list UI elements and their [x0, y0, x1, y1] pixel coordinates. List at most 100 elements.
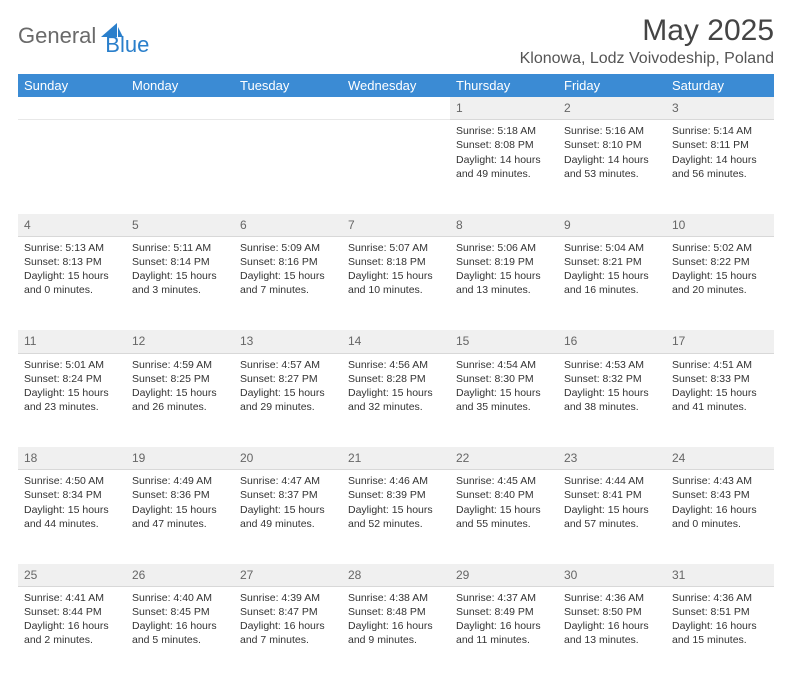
sunrise-line: Sunrise: 4:38 AM	[348, 591, 444, 605]
day-content-cell: Sunrise: 4:56 AMSunset: 8:28 PMDaylight:…	[342, 353, 450, 447]
daylight-line: Daylight: 15 hours and 35 minutes.	[456, 386, 552, 414]
day-number-cell: 18	[18, 447, 126, 470]
weekday-header: Sunday	[18, 74, 126, 97]
day-number-cell: 5	[126, 214, 234, 237]
sunset-line: Sunset: 8:43 PM	[672, 488, 768, 502]
weekday-header: Monday	[126, 74, 234, 97]
sunrise-line: Sunrise: 4:50 AM	[24, 474, 120, 488]
day-content-cell	[342, 120, 450, 214]
sunrise-line: Sunrise: 4:57 AM	[240, 358, 336, 372]
sunrise-line: Sunrise: 4:47 AM	[240, 474, 336, 488]
sunrise-line: Sunrise: 4:59 AM	[132, 358, 228, 372]
logo: General Blue	[18, 14, 149, 58]
sunrise-line: Sunrise: 5:04 AM	[564, 241, 660, 255]
day-number-cell: 1	[450, 97, 558, 120]
daynum-row: 11121314151617	[18, 330, 774, 353]
day-content-cell: Sunrise: 4:43 AMSunset: 8:43 PMDaylight:…	[666, 470, 774, 564]
daylight-line: Daylight: 14 hours and 56 minutes.	[672, 153, 768, 181]
sunrise-line: Sunrise: 4:43 AM	[672, 474, 768, 488]
day-number-cell	[342, 97, 450, 120]
sunrise-line: Sunrise: 4:45 AM	[456, 474, 552, 488]
day-number-cell: 31	[666, 564, 774, 587]
daynum-row: 45678910	[18, 214, 774, 237]
daylight-line: Daylight: 15 hours and 0 minutes.	[24, 269, 120, 297]
sunset-line: Sunset: 8:37 PM	[240, 488, 336, 502]
day-content-cell: Sunrise: 5:14 AMSunset: 8:11 PMDaylight:…	[666, 120, 774, 214]
daylight-line: Daylight: 15 hours and 32 minutes.	[348, 386, 444, 414]
daylight-line: Daylight: 15 hours and 49 minutes.	[240, 503, 336, 531]
daylight-line: Daylight: 15 hours and 29 minutes.	[240, 386, 336, 414]
daynum-row: 123	[18, 97, 774, 120]
day-number-cell: 19	[126, 447, 234, 470]
day-number-cell: 7	[342, 214, 450, 237]
sunset-line: Sunset: 8:50 PM	[564, 605, 660, 619]
weekday-header: Friday	[558, 74, 666, 97]
sunset-line: Sunset: 8:40 PM	[456, 488, 552, 502]
sunrise-line: Sunrise: 4:37 AM	[456, 591, 552, 605]
sunset-line: Sunset: 8:19 PM	[456, 255, 552, 269]
sunset-line: Sunset: 8:16 PM	[240, 255, 336, 269]
day-content-cell: Sunrise: 4:41 AMSunset: 8:44 PMDaylight:…	[18, 586, 126, 680]
sunset-line: Sunset: 8:08 PM	[456, 138, 552, 152]
daylight-line: Daylight: 16 hours and 11 minutes.	[456, 619, 552, 647]
sunset-line: Sunset: 8:10 PM	[564, 138, 660, 152]
daylight-line: Daylight: 15 hours and 38 minutes.	[564, 386, 660, 414]
sunrise-line: Sunrise: 4:53 AM	[564, 358, 660, 372]
day-content-cell	[234, 120, 342, 214]
day-number-cell: 25	[18, 564, 126, 587]
day-number-cell: 30	[558, 564, 666, 587]
day-number-cell	[234, 97, 342, 120]
sunset-line: Sunset: 8:14 PM	[132, 255, 228, 269]
daylight-line: Daylight: 15 hours and 13 minutes.	[456, 269, 552, 297]
daylight-line: Daylight: 15 hours and 16 minutes.	[564, 269, 660, 297]
daylight-line: Daylight: 15 hours and 41 minutes.	[672, 386, 768, 414]
daylight-line: Daylight: 15 hours and 52 minutes.	[348, 503, 444, 531]
daylight-line: Daylight: 16 hours and 0 minutes.	[672, 503, 768, 531]
day-content-cell: Sunrise: 4:53 AMSunset: 8:32 PMDaylight:…	[558, 353, 666, 447]
weekday-header: Tuesday	[234, 74, 342, 97]
sunset-line: Sunset: 8:11 PM	[672, 138, 768, 152]
sunset-line: Sunset: 8:41 PM	[564, 488, 660, 502]
day-content-cell	[18, 120, 126, 214]
day-number-cell: 12	[126, 330, 234, 353]
sunset-line: Sunset: 8:32 PM	[564, 372, 660, 386]
daylight-line: Daylight: 16 hours and 13 minutes.	[564, 619, 660, 647]
day-number-cell: 13	[234, 330, 342, 353]
sunrise-line: Sunrise: 5:14 AM	[672, 124, 768, 138]
day-number-cell: 16	[558, 330, 666, 353]
day-content-cell: Sunrise: 5:04 AMSunset: 8:21 PMDaylight:…	[558, 236, 666, 330]
day-number-cell: 11	[18, 330, 126, 353]
sunrise-line: Sunrise: 5:11 AM	[132, 241, 228, 255]
sunrise-line: Sunrise: 5:02 AM	[672, 241, 768, 255]
day-content-cell: Sunrise: 4:50 AMSunset: 8:34 PMDaylight:…	[18, 470, 126, 564]
sunrise-line: Sunrise: 4:54 AM	[456, 358, 552, 372]
day-number-cell: 4	[18, 214, 126, 237]
day-number-cell: 15	[450, 330, 558, 353]
sunset-line: Sunset: 8:25 PM	[132, 372, 228, 386]
sunrise-line: Sunrise: 4:36 AM	[672, 591, 768, 605]
day-number-cell: 6	[234, 214, 342, 237]
weekday-header: Wednesday	[342, 74, 450, 97]
day-content-cell: Sunrise: 4:45 AMSunset: 8:40 PMDaylight:…	[450, 470, 558, 564]
content-row: Sunrise: 4:41 AMSunset: 8:44 PMDaylight:…	[18, 586, 774, 680]
day-number-cell: 26	[126, 564, 234, 587]
weekday-header: Thursday	[450, 74, 558, 97]
day-content-cell	[126, 120, 234, 214]
daylight-line: Daylight: 15 hours and 44 minutes.	[24, 503, 120, 531]
sunset-line: Sunset: 8:22 PM	[672, 255, 768, 269]
day-number-cell: 28	[342, 564, 450, 587]
day-content-cell: Sunrise: 4:46 AMSunset: 8:39 PMDaylight:…	[342, 470, 450, 564]
day-number-cell: 24	[666, 447, 774, 470]
sunrise-line: Sunrise: 4:44 AM	[564, 474, 660, 488]
day-content-cell: Sunrise: 5:07 AMSunset: 8:18 PMDaylight:…	[342, 236, 450, 330]
sunset-line: Sunset: 8:30 PM	[456, 372, 552, 386]
sunset-line: Sunset: 8:21 PM	[564, 255, 660, 269]
daylight-line: Daylight: 16 hours and 7 minutes.	[240, 619, 336, 647]
day-number-cell: 14	[342, 330, 450, 353]
daylight-line: Daylight: 15 hours and 3 minutes.	[132, 269, 228, 297]
logo-text-blue: Blue	[105, 32, 149, 58]
content-row: Sunrise: 5:18 AMSunset: 8:08 PMDaylight:…	[18, 120, 774, 214]
day-content-cell: Sunrise: 4:37 AMSunset: 8:49 PMDaylight:…	[450, 586, 558, 680]
sunrise-line: Sunrise: 5:13 AM	[24, 241, 120, 255]
day-number-cell: 23	[558, 447, 666, 470]
